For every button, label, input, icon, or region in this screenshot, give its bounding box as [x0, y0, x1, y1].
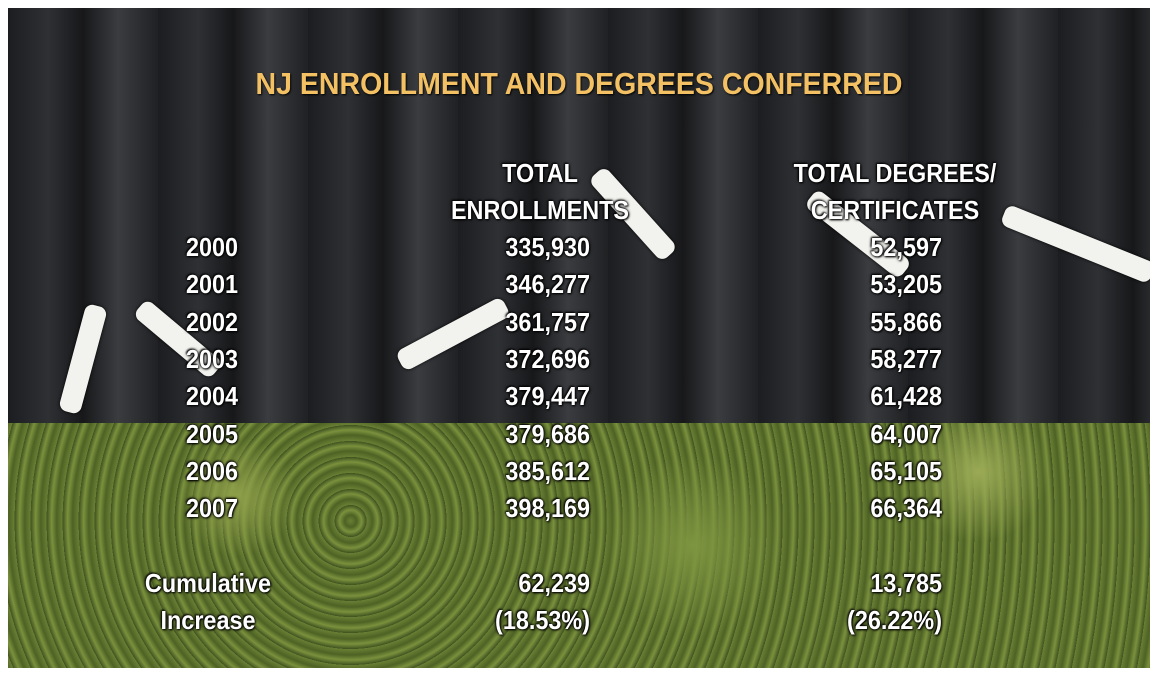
year: 2003	[185, 343, 238, 374]
cell: 379,686	[505, 418, 590, 449]
cell: 385,612	[505, 455, 590, 486]
footer-cell: (18.53%)	[495, 605, 590, 635]
footer-label: Increase	[160, 605, 256, 635]
column-header: TOTAL DEGREES/	[793, 158, 997, 188]
footer-label: Cumulative	[144, 568, 272, 598]
year: 2005	[185, 418, 238, 449]
background-photo: NJ ENROLLMENT AND DEGREES CONFERRED TOTA…	[8, 8, 1150, 668]
cell: 346,277	[505, 269, 590, 300]
cell: 335,930	[505, 232, 590, 262]
cell: 398,169	[505, 493, 590, 524]
cell: 53,205	[870, 269, 942, 300]
column-header: TOTAL	[502, 158, 578, 188]
column-header: ENROLLMENTS	[450, 195, 630, 225]
column-header: CERTIFICATES	[810, 195, 980, 225]
cell: 379,447	[505, 381, 590, 412]
footer-cell: 62,239	[518, 568, 590, 598]
cell: 58,277	[870, 343, 942, 374]
cell: 65,105	[870, 455, 942, 486]
hedge	[8, 423, 1150, 668]
year: 2001	[185, 269, 238, 300]
year: 2007	[185, 493, 238, 524]
title: NJ ENROLLMENT AND DEGREES CONFERRED	[255, 66, 903, 101]
year: 2000	[185, 232, 238, 262]
year: 2006	[185, 455, 238, 486]
cell: 361,757	[505, 306, 590, 337]
cell: 66,364	[870, 493, 942, 524]
year: 2004	[185, 381, 238, 412]
footer-cell: (26.22%)	[847, 605, 942, 635]
cell: 61,428	[870, 381, 942, 412]
cell: 372,696	[505, 343, 590, 374]
footer-cell: 13,785	[870, 568, 942, 598]
cell: 52,597	[870, 232, 942, 262]
year: 2002	[185, 306, 238, 337]
cell: 55,866	[870, 306, 942, 337]
cell: 64,007	[870, 418, 942, 449]
